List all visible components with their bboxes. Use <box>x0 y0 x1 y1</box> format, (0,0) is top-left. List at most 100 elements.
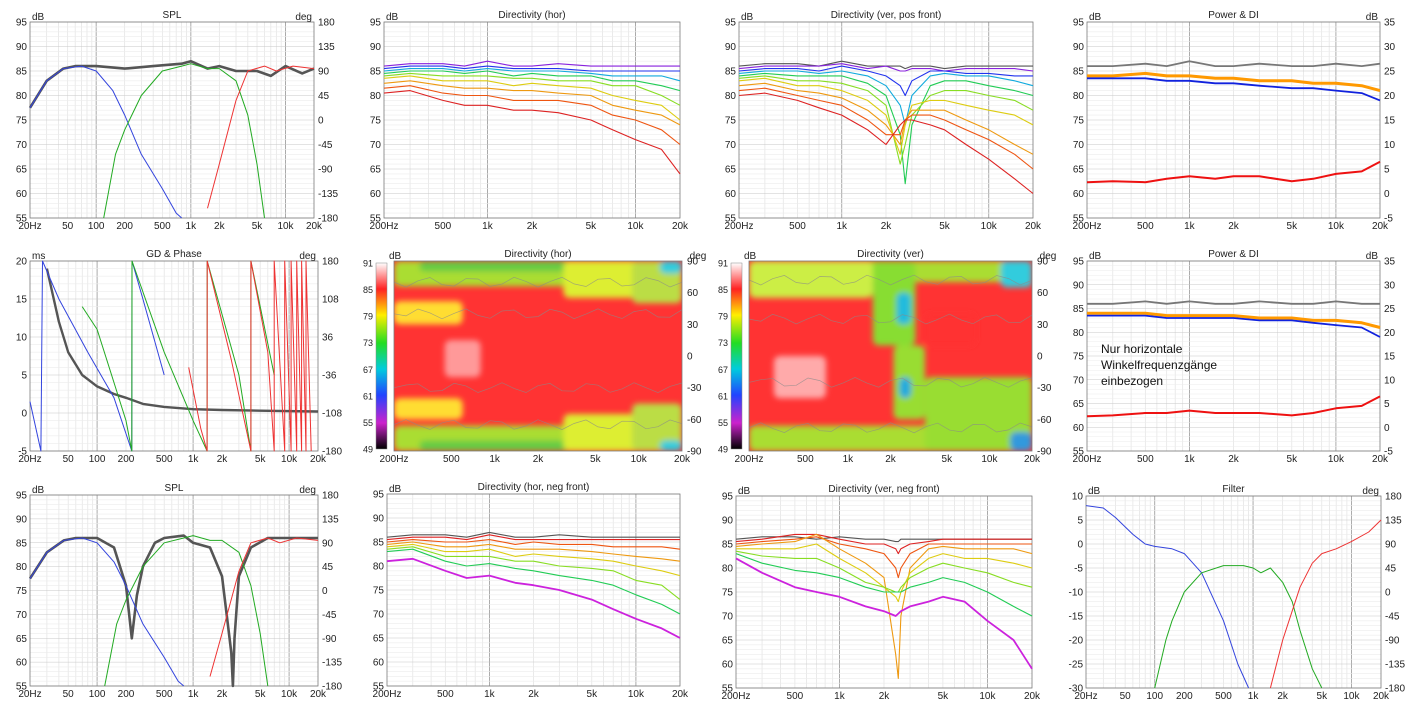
x-tick-label: 20k <box>1372 454 1389 465</box>
x-tick-label: 20k <box>1024 691 1041 702</box>
y-axis-unit: dB <box>741 12 754 23</box>
heatmap-region-lobe-upper <box>872 261 916 346</box>
series-group <box>386 531 681 639</box>
y2-tick-label: 25 <box>1384 304 1396 315</box>
y-tick-label: 60 <box>1073 423 1085 434</box>
y2-axis-unit: deg <box>299 251 316 262</box>
series-line-4 <box>188 260 312 452</box>
series-line-4 <box>738 70 1034 126</box>
heatmap-region-cyan-low <box>659 440 682 451</box>
x-tick-label: 2k <box>1228 454 1240 465</box>
x-tick-label: 2k <box>1228 221 1240 232</box>
x-tick-label: 200Hz <box>1073 221 1102 232</box>
chart-title: Directivity (ver, pos front) <box>831 10 942 21</box>
series-line-3 <box>81 260 275 452</box>
y-tick-label: 85 <box>16 538 28 549</box>
x-tick-label: 20Hz <box>18 689 41 700</box>
y-tick-label: 65 <box>722 636 734 647</box>
y-tick-label: 75 <box>16 116 28 127</box>
y2-tick-label: 45 <box>318 91 330 102</box>
series-line-2 <box>1087 71 1381 93</box>
y2-tick-label: 45 <box>1385 564 1397 575</box>
y-axis-unit: dB <box>386 12 399 23</box>
y2-tick-label: 0 <box>1384 189 1390 200</box>
y-tick-label: 85 <box>725 67 737 78</box>
colorbar-tick-label: 61 <box>718 391 728 401</box>
grid <box>739 21 1033 219</box>
y-tick-label: 55 <box>1073 214 1085 225</box>
x-tick-label: 20k <box>672 689 689 700</box>
heatmap-region-hf-lower <box>924 377 1032 451</box>
y-axis-unit: dB <box>32 12 45 23</box>
y2-tick-label: 90 <box>1385 540 1397 551</box>
y2-tick-label: 20 <box>1384 328 1396 339</box>
y-tick-label: 65 <box>16 634 28 645</box>
y-tick-label: 95 <box>373 490 385 501</box>
series-line-1 <box>45 268 319 413</box>
x-tick-label: 200Hz <box>370 221 399 232</box>
y-tick-label: 90 <box>16 514 28 525</box>
y2-tick-label: 36 <box>322 333 334 344</box>
y-tick-label: 60 <box>722 660 734 671</box>
plot-frame <box>735 495 1033 689</box>
colorbar-tick-label: 91 <box>363 259 373 269</box>
series-line-7 <box>386 548 681 615</box>
y2-tick-label: 35 <box>1384 257 1396 268</box>
x-tick-label: 10k <box>1328 221 1345 232</box>
heatmap-region-peak <box>773 356 826 399</box>
chart-panel-9: SPL 55 60 65 70 75 80 85 90 95 -180 -135 -90 -45 0 45 90… <box>16 483 343 700</box>
y2-tick-label: 0 <box>322 586 328 597</box>
x-tick-label: 20k <box>674 454 691 465</box>
y-tick-label: -5 <box>1074 564 1083 575</box>
plot-frame <box>738 21 1034 219</box>
contour-line <box>394 382 682 393</box>
y-tick-label: 80 <box>370 91 382 102</box>
y-tick-label: 55 <box>16 682 28 693</box>
y2-tick-label: 45 <box>322 562 334 573</box>
series-line-2 <box>1154 565 1323 689</box>
series-line-8 <box>735 557 1033 670</box>
series-line-10 <box>738 92 1034 194</box>
y2-axis-unit: deg <box>1362 486 1379 497</box>
x-tick-label: 20k <box>310 454 327 465</box>
series-line-1 <box>28 59 315 109</box>
y-tick-label: 65 <box>725 165 737 176</box>
colorbar-tick-label: 91 <box>718 259 728 269</box>
y2-tick-label: -90 <box>1385 636 1400 647</box>
y2-tick-label: -90 <box>687 447 702 458</box>
heatmap-region-peak <box>444 340 481 378</box>
chart-title: Directivity (hor) <box>504 249 571 260</box>
chart-panel-1: SPL 55 60 65 70 75 80 85 90 95 -180 -135 -90 -45 0 45 90… <box>16 10 339 232</box>
colorbar-tick-label: 79 <box>718 312 728 322</box>
series-line-5 <box>738 72 1034 185</box>
series-line-3 <box>735 536 1032 579</box>
chart-panel-2: Directivity (hor) 55 60 65 70 75 80 85 90 95 dB 200… <box>370 10 690 232</box>
colorbar-tick-label: 85 <box>718 285 728 295</box>
heatmap-area <box>394 261 682 451</box>
x-tick-label: 2k <box>881 221 893 232</box>
y-tick-label: 15 <box>16 295 28 306</box>
contour-line <box>394 419 682 430</box>
chart-panel-12: Filter -30 -25 -20 -15 -10 -5 0 5 10 -180 -135 -90 -4… <box>1069 484 1406 702</box>
colorbar-unit: dB <box>389 251 402 262</box>
y2-tick-label: 90 <box>322 538 334 549</box>
contour-line <box>394 276 682 288</box>
y2-tick-label: -90 <box>322 634 337 645</box>
chart-title: Directivity (ver, neg front) <box>828 484 939 495</box>
x-tick-label: 10k <box>1343 691 1360 702</box>
heatmap-region-lf-upper <box>749 261 873 298</box>
y-tick-label: 80 <box>373 562 385 573</box>
chart-panel-6: Directivity (hor) 91 85 79 73 67 61 55 49 dB deg90… <box>363 249 706 465</box>
y-tick-label: 60 <box>16 658 28 669</box>
y2-tick-label: 0 <box>1384 423 1390 434</box>
series-line-3 <box>1269 519 1382 689</box>
colorbar-tick-label: 73 <box>718 338 728 348</box>
y-tick-label: 10 <box>1072 492 1084 503</box>
series-line-3 <box>104 535 269 687</box>
y2-tick-label: -5 <box>1384 214 1393 225</box>
y-tick-label: 55 <box>1073 447 1085 458</box>
series-line-2 <box>738 63 1034 72</box>
x-tick-label: 2k <box>528 689 540 700</box>
y2-tick-label: 25 <box>1384 67 1396 78</box>
